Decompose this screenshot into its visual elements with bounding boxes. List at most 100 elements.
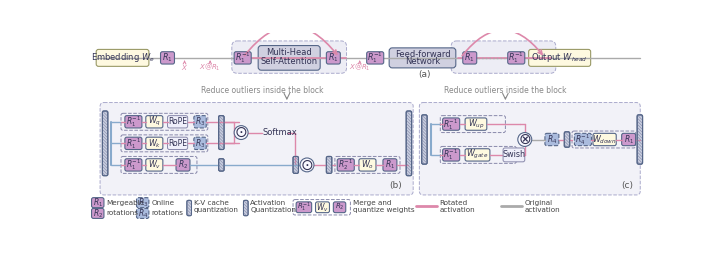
Text: Quantization: Quantization [251, 207, 297, 213]
Circle shape [300, 158, 314, 172]
Text: $R_1^{-1}$: $R_1^{-1}$ [297, 201, 311, 214]
FancyBboxPatch shape [593, 133, 616, 146]
Text: $X$: $X$ [181, 63, 188, 72]
FancyBboxPatch shape [232, 41, 346, 73]
Text: Original: Original [525, 200, 553, 206]
FancyBboxPatch shape [621, 133, 636, 146]
Text: Swish: Swish [503, 150, 526, 159]
FancyBboxPatch shape [243, 200, 248, 216]
FancyBboxPatch shape [465, 149, 490, 161]
FancyBboxPatch shape [125, 159, 142, 171]
FancyBboxPatch shape [637, 115, 642, 164]
FancyBboxPatch shape [508, 52, 525, 64]
FancyBboxPatch shape [219, 116, 224, 150]
Text: Reduce outliers inside the block: Reduce outliers inside the block [201, 86, 323, 96]
FancyBboxPatch shape [564, 132, 570, 147]
FancyBboxPatch shape [137, 208, 149, 219]
FancyBboxPatch shape [125, 116, 142, 128]
FancyBboxPatch shape [145, 116, 163, 128]
FancyBboxPatch shape [194, 116, 206, 128]
Text: Mergeable: Mergeable [107, 200, 145, 206]
Circle shape [234, 126, 248, 140]
FancyBboxPatch shape [194, 137, 206, 150]
Text: $W_v$: $W_v$ [316, 201, 329, 214]
FancyBboxPatch shape [359, 159, 376, 171]
Text: $\odot$: $\odot$ [300, 157, 314, 172]
Text: $W_{down}$: $W_{down}$ [593, 133, 617, 146]
FancyBboxPatch shape [315, 202, 330, 213]
Text: $R_1^{-1}$: $R_1^{-1}$ [126, 136, 141, 151]
Text: Rotated: Rotated [439, 200, 468, 206]
Text: $W_o$: $W_o$ [361, 159, 374, 171]
Text: $W_{up}$: $W_{up}$ [467, 117, 485, 131]
Text: $R_1^{-1}$: $R_1^{-1}$ [508, 50, 524, 65]
FancyBboxPatch shape [389, 48, 456, 68]
FancyBboxPatch shape [293, 157, 299, 173]
FancyBboxPatch shape [137, 198, 149, 208]
FancyBboxPatch shape [366, 52, 384, 64]
FancyBboxPatch shape [296, 202, 312, 213]
Text: $R_1^{-1}$: $R_1^{-1}$ [444, 117, 459, 132]
Text: $R_2$: $R_2$ [93, 207, 103, 220]
Text: (c): (c) [621, 181, 633, 190]
Text: $R_4^{-1}$: $R_4^{-1}$ [575, 132, 590, 147]
FancyBboxPatch shape [219, 159, 224, 171]
Text: $R_1$: $R_1$ [464, 52, 475, 64]
Text: $R_4$: $R_4$ [546, 133, 557, 146]
Text: Online: Online [151, 200, 174, 206]
Text: Softmax: Softmax [262, 128, 297, 137]
Text: $X@R_1$: $X@R_1$ [199, 61, 221, 73]
FancyBboxPatch shape [451, 41, 556, 73]
Text: $R_1$: $R_1$ [384, 159, 395, 171]
FancyBboxPatch shape [102, 111, 108, 176]
Text: Feed-forward: Feed-forward [395, 50, 450, 58]
Text: $R_1^{-1}$: $R_1^{-1}$ [126, 114, 141, 129]
FancyBboxPatch shape [333, 202, 346, 213]
Text: $R_1$: $R_1$ [162, 52, 173, 64]
FancyBboxPatch shape [91, 208, 104, 219]
Text: quantize weights: quantize weights [353, 207, 414, 213]
Text: Embedding $W_e$: Embedding $W_e$ [91, 51, 155, 64]
Text: $R_3$: $R_3$ [195, 116, 205, 128]
FancyBboxPatch shape [575, 133, 591, 146]
Text: $R_1^{-1}$: $R_1^{-1}$ [367, 50, 383, 65]
Text: Reduce outliers inside the block: Reduce outliers inside the block [444, 86, 567, 96]
Text: $R_3$: $R_3$ [138, 196, 148, 209]
Text: $X@R_1$: $X@R_1$ [349, 61, 371, 73]
Text: $\otimes$: $\otimes$ [518, 132, 531, 147]
Text: rotations: rotations [107, 211, 138, 216]
Text: Output $W_{head}$: Output $W_{head}$ [531, 51, 588, 64]
FancyBboxPatch shape [145, 159, 163, 171]
Text: $R_2^{-1}$: $R_2^{-1}$ [338, 157, 354, 172]
FancyBboxPatch shape [337, 159, 354, 171]
Text: Merge and: Merge and [353, 200, 391, 206]
Text: $R_1^{-1}$: $R_1^{-1}$ [235, 50, 251, 65]
Text: $R_1$: $R_1$ [93, 196, 103, 209]
Text: $R_3$: $R_3$ [195, 137, 205, 150]
Text: K-V cache: K-V cache [194, 200, 229, 206]
FancyBboxPatch shape [503, 148, 525, 162]
Text: quantization: quantization [194, 207, 239, 213]
Text: $W_k$: $W_k$ [148, 137, 161, 150]
Text: $R_2$: $R_2$ [335, 202, 344, 212]
FancyArrowPatch shape [244, 26, 337, 56]
FancyBboxPatch shape [145, 137, 163, 150]
FancyBboxPatch shape [443, 118, 459, 130]
FancyBboxPatch shape [100, 102, 413, 195]
FancyBboxPatch shape [443, 149, 459, 161]
FancyBboxPatch shape [91, 198, 104, 208]
Text: activation: activation [525, 207, 560, 213]
FancyArrowPatch shape [462, 30, 542, 56]
Text: Self-Attention: Self-Attention [261, 57, 318, 66]
FancyBboxPatch shape [258, 45, 320, 70]
FancyBboxPatch shape [176, 159, 190, 171]
Text: RoPE: RoPE [168, 117, 187, 126]
FancyBboxPatch shape [187, 200, 192, 216]
Text: Network: Network [405, 57, 440, 66]
FancyBboxPatch shape [326, 157, 332, 173]
Text: $R_2$: $R_2$ [178, 159, 188, 171]
FancyBboxPatch shape [234, 52, 251, 64]
Text: activation: activation [439, 207, 475, 213]
Text: $R_4$: $R_4$ [138, 207, 148, 220]
Text: $\odot$: $\odot$ [235, 125, 248, 140]
